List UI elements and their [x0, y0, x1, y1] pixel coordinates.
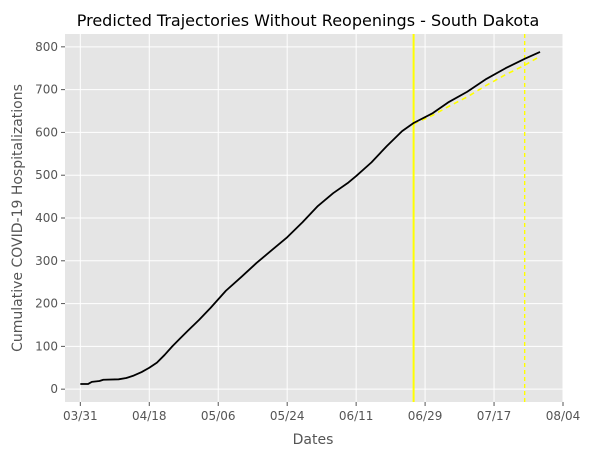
x-tick-label: 07/17 — [477, 409, 512, 423]
grid — [65, 34, 564, 402]
reopening-markers — [412, 34, 526, 402]
y-tick-label: 100 — [35, 339, 58, 353]
series-group — [80, 51, 541, 385]
y-tick-label: 300 — [35, 254, 58, 268]
x-axis: 03/31 04/18 05/06 05/24 06/11 06/29 07/17 08/04 — [63, 402, 580, 423]
x-tick-label: 06/29 — [408, 409, 443, 423]
y-axis-label: Cumulative COVID-19 Hospitalizations — [10, 84, 26, 352]
x-tick-label: 08/04 — [546, 409, 581, 423]
y-tick-label: 500 — [35, 168, 58, 182]
y-tick-label: 200 — [35, 297, 58, 311]
y-tick-label: 0 — [50, 382, 58, 396]
series-line-hospitalizations — [80, 51, 541, 385]
x-tick-label: 05/24 — [270, 409, 305, 423]
y-tick-label: 400 — [35, 211, 58, 225]
y-tick-label: 800 — [35, 40, 58, 54]
x-tick-label: 04/18 — [132, 409, 167, 423]
y-tick-label: 700 — [35, 83, 58, 97]
x-tick-label: 06/11 — [339, 409, 374, 423]
y-tick-label: 600 — [35, 125, 58, 139]
y-axis: 0 100 200 300 400 500 600 700 800 — [35, 40, 65, 396]
x-axis-label: Dates — [293, 432, 334, 448]
x-tick-label: 05/06 — [201, 409, 236, 423]
x-tick-label: 03/31 — [63, 409, 98, 423]
chart-title: Predicted Trajectories Without Reopening… — [77, 11, 540, 30]
